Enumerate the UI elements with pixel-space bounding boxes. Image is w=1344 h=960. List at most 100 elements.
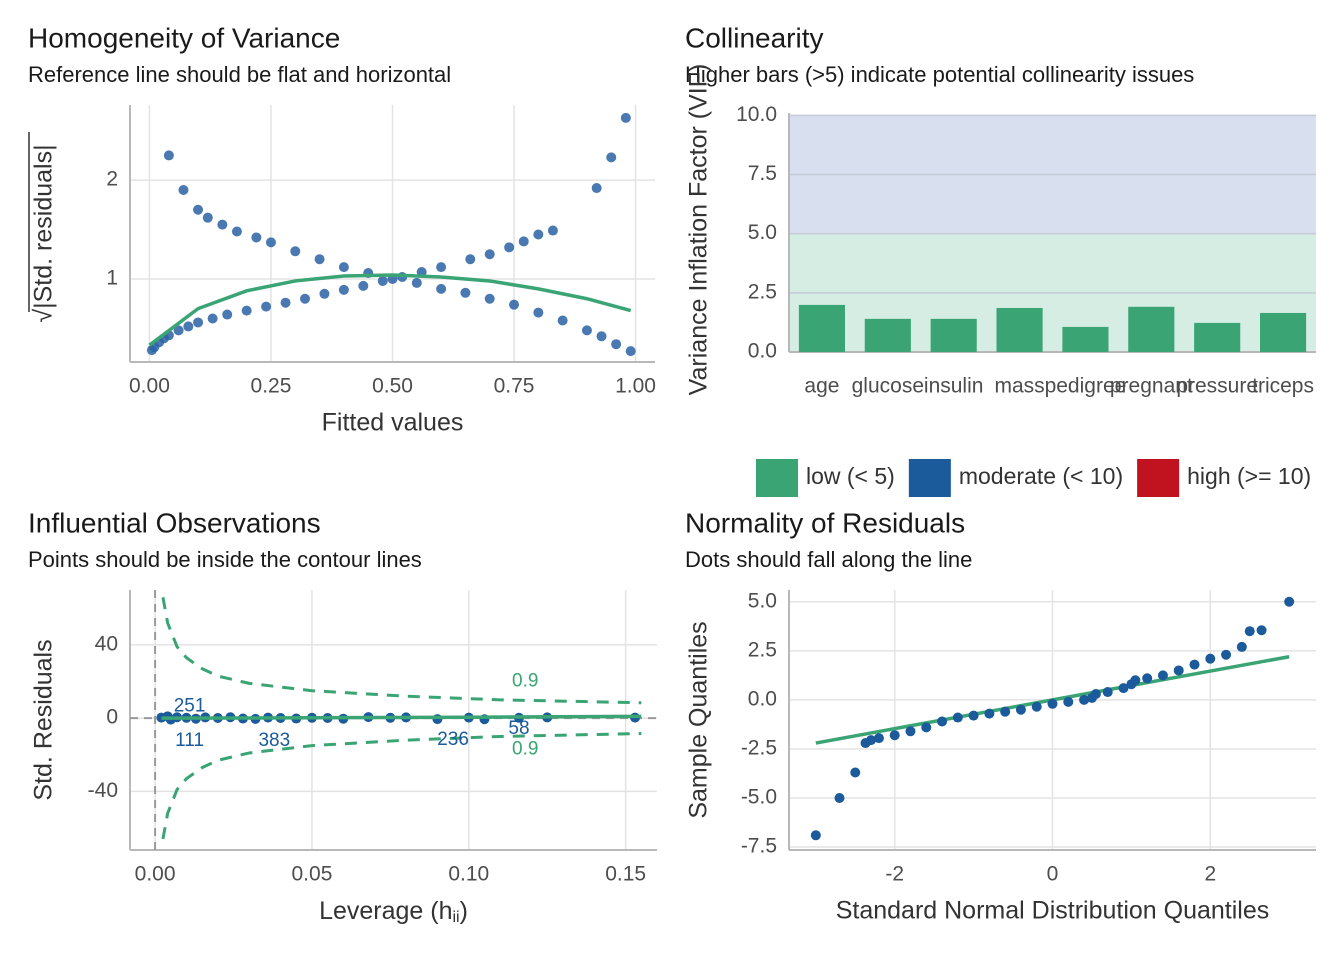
point xyxy=(377,275,388,286)
point xyxy=(1173,665,1184,676)
point xyxy=(193,317,204,328)
point xyxy=(968,710,979,721)
bar xyxy=(864,318,911,352)
x-tick-label: 1.00 xyxy=(615,375,656,398)
point xyxy=(547,225,558,236)
point xyxy=(1189,659,1200,670)
point xyxy=(207,313,218,324)
point xyxy=(173,325,184,336)
x-tick-label: 0.00 xyxy=(129,375,170,398)
annotation: 236 xyxy=(437,729,469,750)
point xyxy=(163,150,174,161)
point xyxy=(1142,673,1153,684)
y-tick-label: 5.0 xyxy=(748,221,777,244)
point xyxy=(984,708,995,719)
y-tick-label: 0 xyxy=(106,706,118,729)
x-tick-label: 0.25 xyxy=(251,375,292,398)
point xyxy=(1130,675,1141,686)
point xyxy=(358,280,369,291)
annotation: 383 xyxy=(258,730,290,751)
point xyxy=(834,793,845,803)
point xyxy=(921,722,932,733)
point xyxy=(1244,626,1255,637)
point xyxy=(231,226,242,237)
y-axis-label: √|Std. residuals| xyxy=(30,144,58,322)
point xyxy=(810,830,821,841)
point xyxy=(280,297,291,308)
point xyxy=(338,262,349,273)
annotation: 111 xyxy=(175,730,204,751)
x-tick-label: triceps xyxy=(1252,375,1314,398)
point xyxy=(937,716,948,727)
point xyxy=(596,331,607,342)
point xyxy=(241,305,252,316)
point xyxy=(557,315,568,326)
x-axis-label-part: ii xyxy=(453,909,460,926)
y-tick-label: 0.0 xyxy=(748,340,777,363)
annotation: 58 xyxy=(508,718,529,739)
panel: 1 2 0.00 0.25 0.50 0.75 1.00 Homogeneity of Var… xyxy=(28,22,656,436)
y-tick-label: -2.5 xyxy=(741,736,777,759)
point xyxy=(411,277,422,288)
point xyxy=(504,242,515,253)
y-tick-label: 2 xyxy=(106,168,118,191)
point xyxy=(465,254,476,265)
legend-label: low (< 5) xyxy=(806,463,895,489)
y-tick-label: 2.5 xyxy=(748,280,777,303)
point xyxy=(193,204,204,215)
y-tick-label: 10.0 xyxy=(736,103,777,126)
annotation: 0.9 xyxy=(512,738,538,759)
point xyxy=(611,339,622,350)
point xyxy=(290,246,301,257)
point xyxy=(606,152,617,163)
contour-line xyxy=(161,597,642,705)
point xyxy=(1284,596,1295,607)
panel-title: Normality of Residuals xyxy=(685,507,965,538)
contour-line xyxy=(161,732,642,840)
y-axis-label: Variance Inflation Factor (VIF) xyxy=(685,64,713,396)
x-tick-label: mass xyxy=(994,375,1044,398)
point xyxy=(202,212,213,223)
point xyxy=(889,730,900,741)
point xyxy=(1102,687,1113,698)
fit-line xyxy=(148,273,632,347)
point xyxy=(436,283,447,294)
point xyxy=(319,288,330,299)
point xyxy=(261,301,272,312)
point xyxy=(1118,683,1129,694)
x-tick-label: 0.75 xyxy=(494,375,535,398)
point xyxy=(1221,649,1232,660)
legend-swatch xyxy=(908,459,951,497)
bar xyxy=(996,307,1043,352)
point xyxy=(300,293,310,304)
point xyxy=(1063,696,1074,707)
y-tick-label: 1 xyxy=(106,267,118,290)
bar xyxy=(1194,322,1241,352)
y-tick-label: -7.5 xyxy=(741,835,777,858)
legend-swatch xyxy=(756,459,798,497)
point xyxy=(1256,625,1267,636)
point xyxy=(436,262,447,273)
point xyxy=(1047,698,1058,709)
point xyxy=(178,185,189,196)
point xyxy=(251,232,262,243)
point xyxy=(1236,641,1247,652)
panel: -40 0 40 0.00 0.05 0.10 0.15 Influential Observ… xyxy=(28,507,657,926)
bar xyxy=(1062,326,1109,352)
point xyxy=(533,229,544,240)
point xyxy=(620,112,631,123)
x-tick-label: 0.00 xyxy=(135,863,176,886)
annotation: 251 xyxy=(174,695,206,716)
y-axis-label: Sample Quantiles xyxy=(685,621,713,818)
point xyxy=(1205,653,1216,664)
x-tick-label: 0.10 xyxy=(448,863,489,886)
panel-subtitle: Points should be inside the contour line… xyxy=(28,547,422,572)
bar xyxy=(1260,312,1307,352)
x-tick-label: -2 xyxy=(885,863,904,886)
point xyxy=(1000,706,1011,717)
point xyxy=(217,219,228,230)
panel-title: Influential Observations xyxy=(28,507,321,538)
point xyxy=(533,307,544,318)
